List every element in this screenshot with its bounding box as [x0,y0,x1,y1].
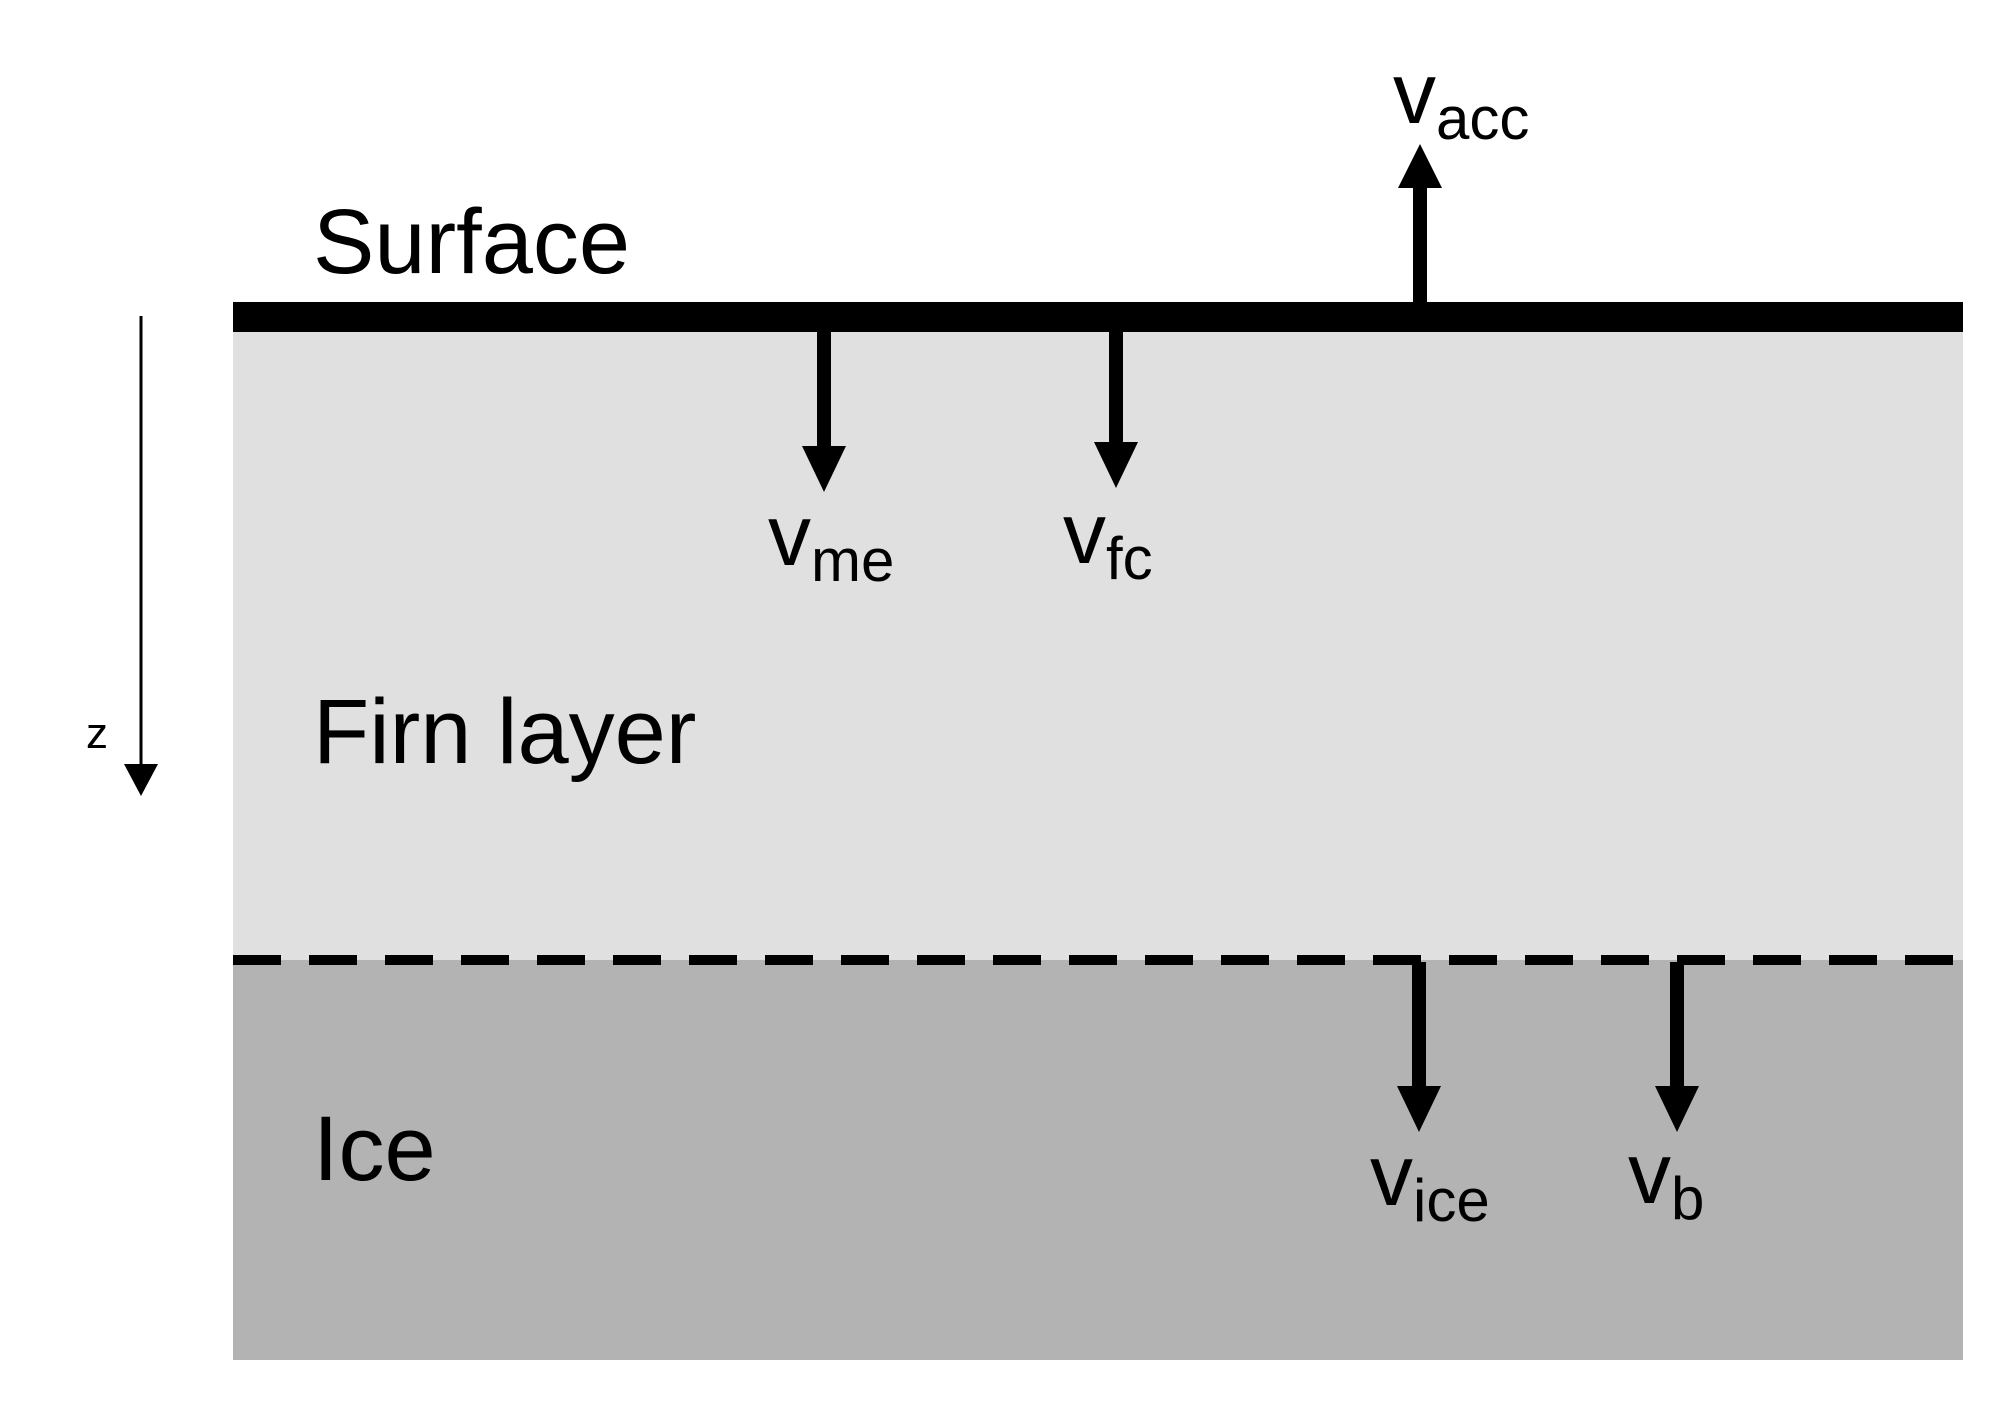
firn-layer-label: Firn layer [313,681,696,783]
v-b-label: vb [1628,1126,1704,1232]
v-fc-arrowhead [1094,442,1138,488]
v-b-arrowhead [1655,1086,1699,1132]
ice-region [233,960,1963,1360]
surface-line [233,302,1963,332]
z-axis-label: z [86,709,108,758]
z-axis-arrowhead [124,764,158,796]
v-me-arrowhead [802,446,846,492]
ice-label: Ice [313,1098,436,1200]
v-ice-label: vice [1370,1128,1490,1234]
v-fc-label: vfc [1063,486,1153,592]
v-me-label: vme [768,488,894,594]
firn-layer-region [233,330,1963,960]
v-ice-arrowhead [1397,1086,1441,1132]
v-acc-arrowhead [1398,144,1442,188]
v-acc-label: vacc [1393,46,1529,152]
surface-label: Surface [313,191,630,293]
